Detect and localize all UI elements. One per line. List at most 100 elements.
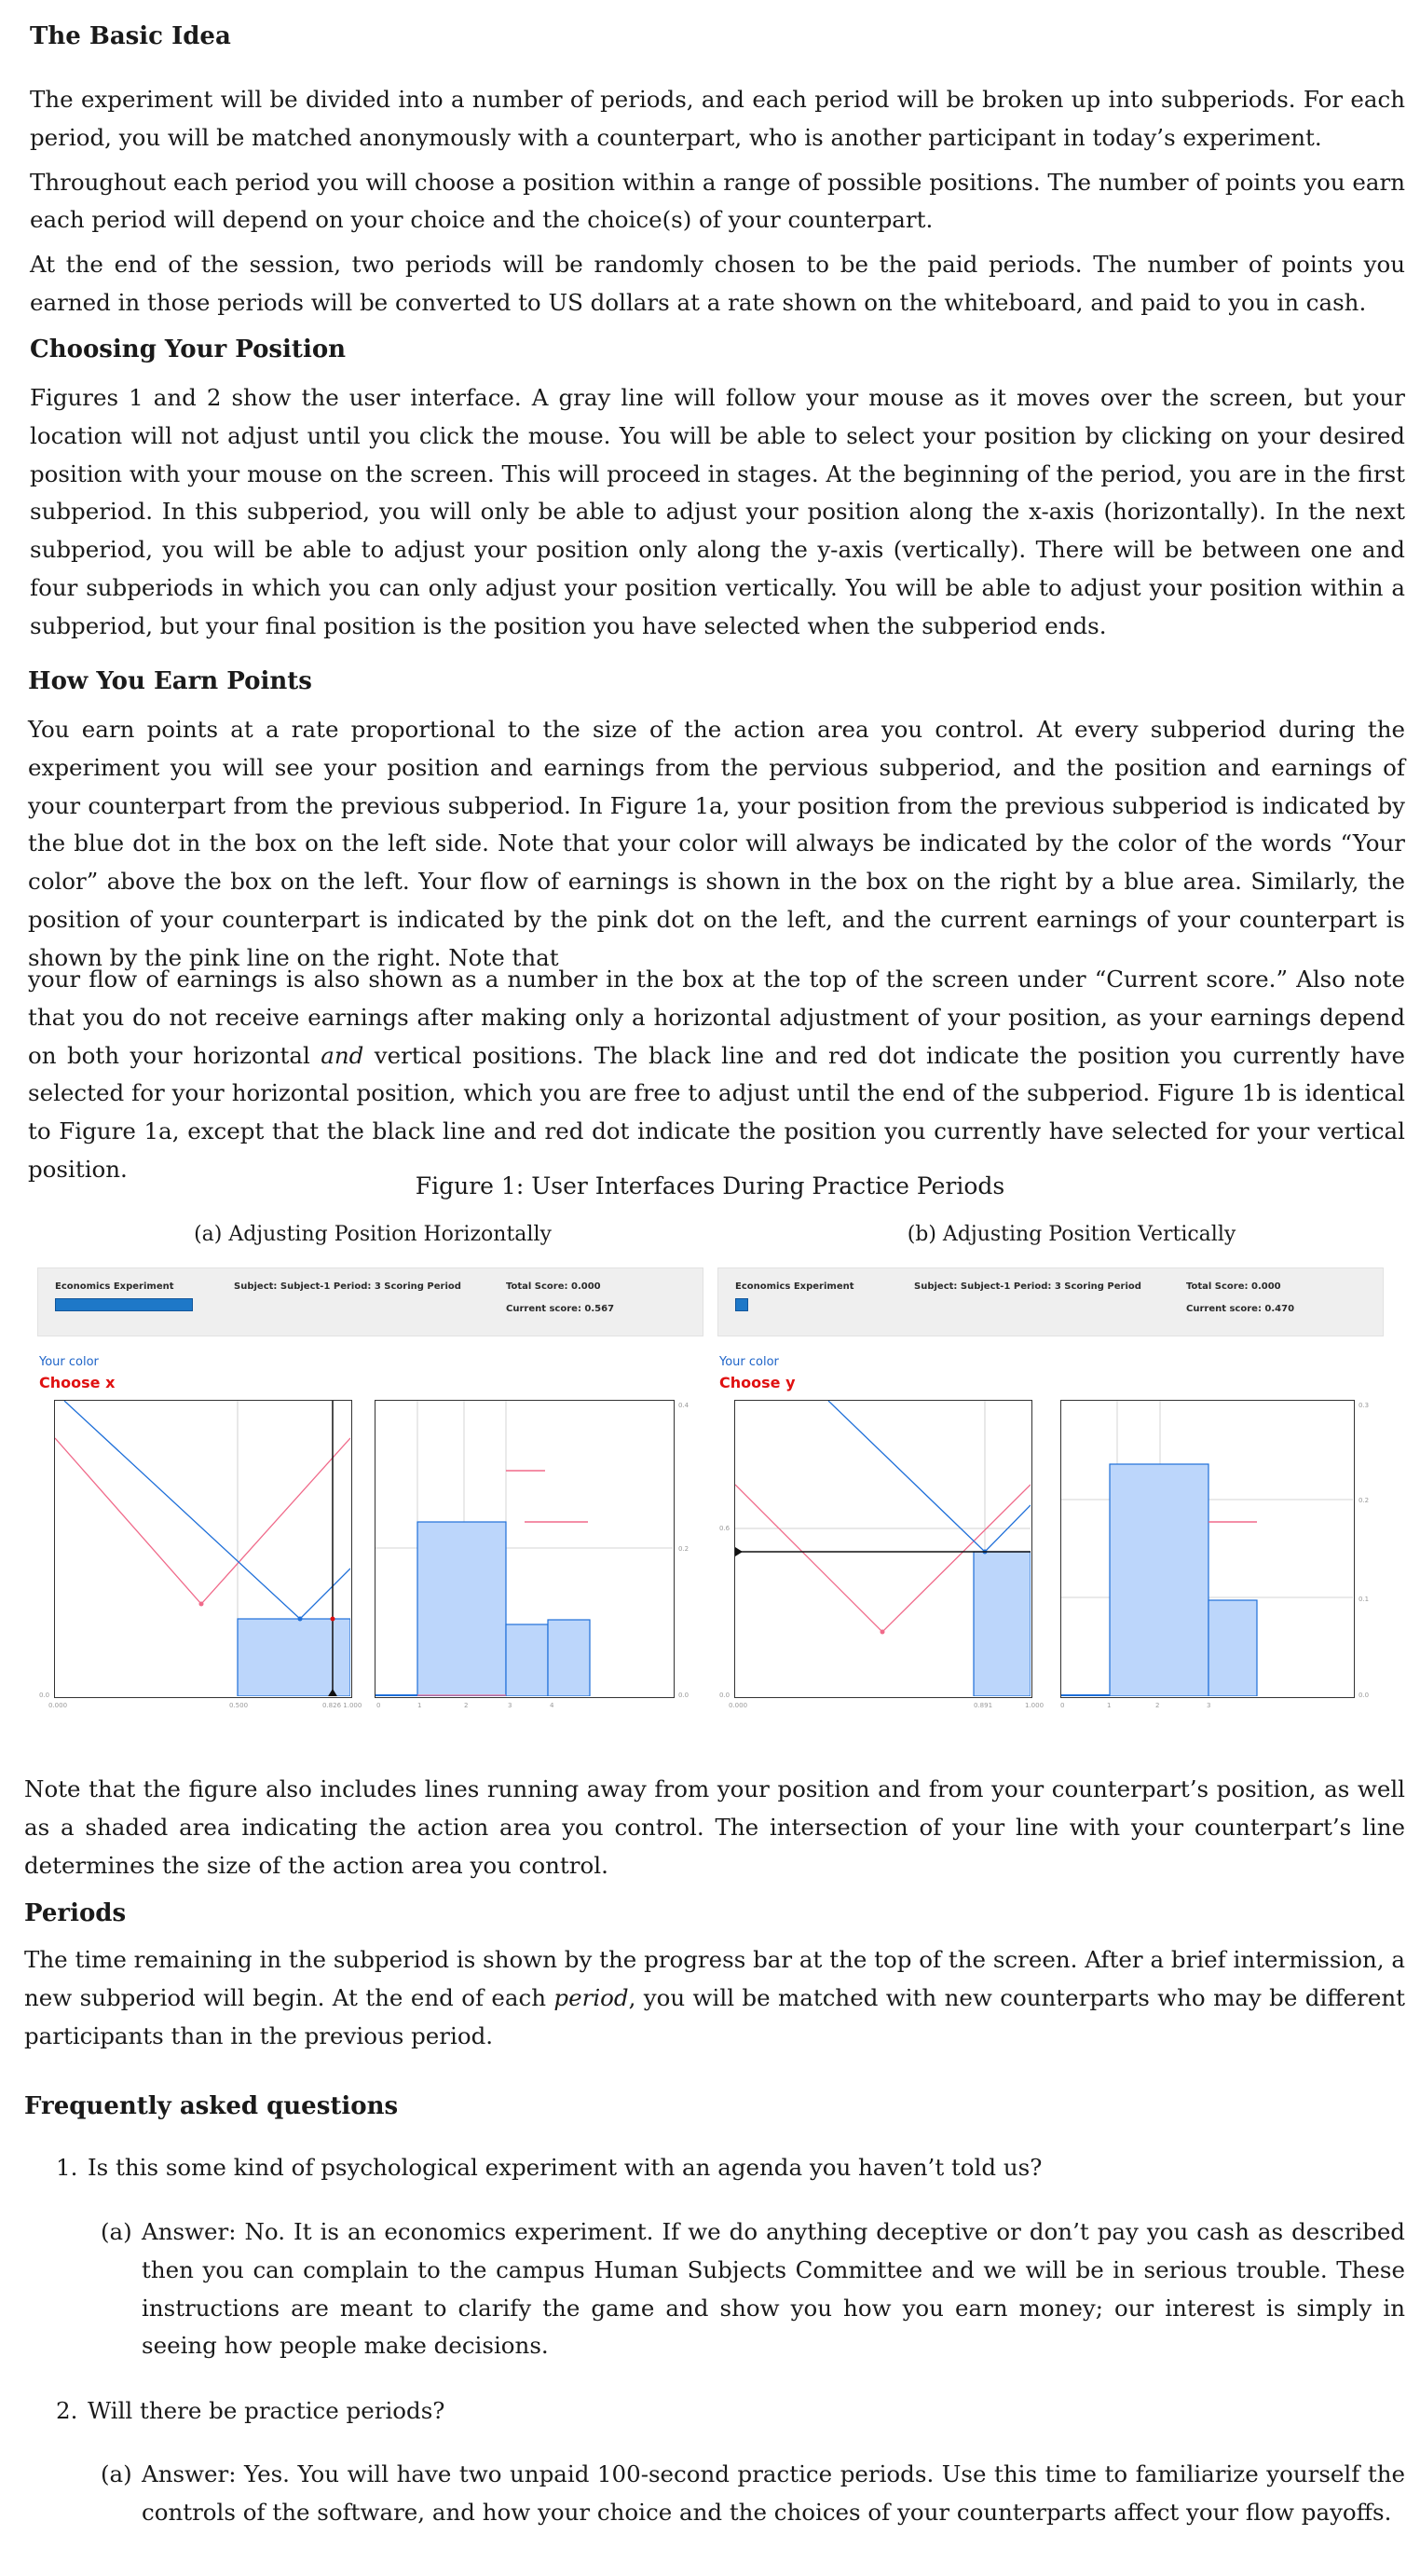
position-plot-svg — [55, 1401, 351, 1697]
choosing-body: Figures 1 and 2 show the user interface.… — [30, 379, 1405, 646]
self-line — [827, 1401, 1031, 1553]
question-text: Is this some kind of psychological exper… — [88, 2154, 1043, 2181]
figure-a-panel: Economics Experiment Subject: Subject-1 … — [37, 1267, 703, 1715]
figure-note: Note that the figure also includes lines… — [24, 1771, 1405, 1884]
periods-heading: Periods — [24, 1899, 127, 1927]
x-tick: 0 — [376, 1702, 381, 1709]
total-score: Total Score: 0.000 — [506, 1281, 601, 1292]
app-header: Economics Experiment Subject: Subject-1 … — [717, 1267, 1384, 1336]
progress-bar — [55, 1298, 193, 1311]
selection-dot — [330, 1616, 335, 1622]
x-tick: 0.826 1.000 — [322, 1702, 362, 1709]
x-tick: 3 — [508, 1702, 512, 1709]
position-plot[interactable] — [54, 1400, 352, 1698]
your-color-label: Your color — [39, 1355, 99, 1369]
earnings-bar — [547, 1619, 591, 1697]
earnings-bar — [1109, 1463, 1209, 1697]
earnings-plot — [1060, 1400, 1355, 1698]
selection-marker — [328, 1689, 337, 1696]
current-score: Current score: 0.567 — [506, 1304, 615, 1314]
earn-body-1: You earn points at a rate proportional t… — [28, 711, 1405, 978]
self-line — [63, 1401, 351, 1620]
total-score: Total Score: 0.000 — [1186, 1281, 1281, 1292]
progress-bar — [735, 1298, 748, 1311]
basic-idea-heading: The Basic Idea — [30, 22, 231, 50]
subject-info: Subject: Subject-1 Period: 3 Scoring Per… — [234, 1281, 461, 1292]
answer-text: Answer: No. It is an economics experimen… — [142, 2218, 1405, 2360]
x-tick: 2 — [1155, 1702, 1160, 1709]
paragraph: At the end of the session, two periods w… — [30, 251, 1405, 316]
earnings-plot-svg — [375, 1401, 673, 1697]
y-tick: 0.1 — [1359, 1596, 1370, 1603]
x-tick: 0.000 — [48, 1702, 68, 1709]
position-plot[interactable] — [734, 1400, 1032, 1698]
earn-heading: How You Earn Points — [28, 667, 312, 695]
subject-info: Subject: Subject-1 Period: 3 Scoring Per… — [914, 1281, 1141, 1292]
basic-idea-body: The experiment will be divided into a nu… — [30, 81, 1405, 322]
earn-body-2: your flow of earnings is also shown as a… — [28, 961, 1405, 1189]
answer-text: Answer: Yes. You will have two unpaid 10… — [142, 2460, 1405, 2526]
paragraph: Note that the figure also includes lines… — [24, 1775, 1405, 1879]
faq-heading: Frequently asked questions — [24, 2092, 399, 2120]
your-color-label: Your color — [719, 1355, 779, 1369]
y-tick: 0.2 — [1359, 1497, 1370, 1504]
x-tick: 2 — [464, 1702, 469, 1709]
app-header: Economics Experiment Subject: Subject-1 … — [37, 1267, 703, 1336]
paragraph: You earn points at a rate proportional t… — [28, 716, 1405, 971]
question-number: 2. — [56, 2397, 78, 2424]
figure-b-panel: Economics Experiment Subject: Subject-1 … — [717, 1267, 1384, 1715]
periods-body: The time remaining in the subperiod is s… — [24, 1941, 1405, 2055]
current-score: Current score: 0.470 — [1186, 1304, 1295, 1314]
faq-question: 1. Is this some kind of psychological ex… — [56, 2149, 1405, 2187]
selection-marker — [735, 1547, 743, 1556]
counterpart-dot — [880, 1629, 885, 1635]
answer-label: (a) — [101, 2460, 132, 2487]
faq-section: Frequently asked questions — [24, 2090, 1405, 2122]
faq-answer: (a) Answer: Yes. You will have two unpai… — [101, 2456, 1405, 2532]
x-tick: 1 — [1107, 1702, 1112, 1709]
question-number: 1. — [56, 2154, 78, 2181]
periods-section: Periods — [24, 1898, 1405, 1929]
faq-answer: (a) Answer: No. It is an economics exper… — [101, 2213, 1405, 2365]
app-title: Economics Experiment — [55, 1281, 174, 1292]
action-area — [237, 1618, 351, 1697]
y-tick: 0.4 — [678, 1402, 690, 1409]
x-tick: 0 — [1060, 1702, 1065, 1709]
figure-a-caption: (a) Adjusting Position Horizontally — [194, 1223, 552, 1246]
answer-label: (a) — [101, 2218, 132, 2245]
choosing-section: Choosing Your Position — [30, 334, 1405, 365]
earnings-bar — [1208, 1599, 1258, 1697]
earnings-plot — [375, 1400, 675, 1698]
self-dot — [297, 1616, 303, 1622]
app-title: Economics Experiment — [735, 1281, 854, 1292]
earnings-bar — [505, 1624, 549, 1697]
y-tick: 0.0 — [719, 1692, 730, 1699]
y-tick: 0.0 — [678, 1692, 690, 1699]
action-area — [973, 1551, 1031, 1697]
y-tick: 0.0 — [1359, 1692, 1370, 1699]
x-tick: 1 — [417, 1702, 422, 1709]
choosing-heading: Choosing Your Position — [30, 336, 347, 363]
x-tick: 0.500 — [229, 1702, 249, 1709]
basic-idea-section: The Basic Idea — [30, 21, 1405, 52]
question-text: Will there be practice periods? — [88, 2397, 445, 2424]
choose-y-label: Choose y — [719, 1374, 796, 1391]
earn-section: How You Earn Points — [28, 665, 1405, 697]
figure-caption: Figure 1: User Interfaces During Practic… — [415, 1172, 1005, 1199]
y-tick: 0.6 — [719, 1525, 730, 1532]
counterpart-dot — [198, 1601, 204, 1607]
x-tick: 1.000 — [1025, 1702, 1045, 1709]
y-tick: 0.3 — [1359, 1402, 1370, 1409]
x-tick: 0.891 — [974, 1702, 993, 1709]
paragraph: Throughout each period you will choose a… — [30, 168, 1405, 234]
x-tick: 0.000 — [729, 1702, 748, 1709]
choose-x-label: Choose x — [39, 1374, 116, 1391]
paragraph: your flow of earnings is also shown as a… — [28, 966, 1405, 1183]
paragraph: The time remaining in the subperiod is s… — [24, 1946, 1405, 2049]
y-tick: 0.2 — [678, 1545, 690, 1553]
faq-question: 2. Will there be practice periods? — [56, 2392, 1405, 2431]
y-tick: 0.0 — [39, 1692, 50, 1699]
x-tick: 4 — [550, 1702, 554, 1709]
figure-b-caption: (b) Adjusting Position Vertically — [907, 1223, 1236, 1246]
paragraph: Figures 1 and 2 show the user interface.… — [30, 384, 1405, 639]
